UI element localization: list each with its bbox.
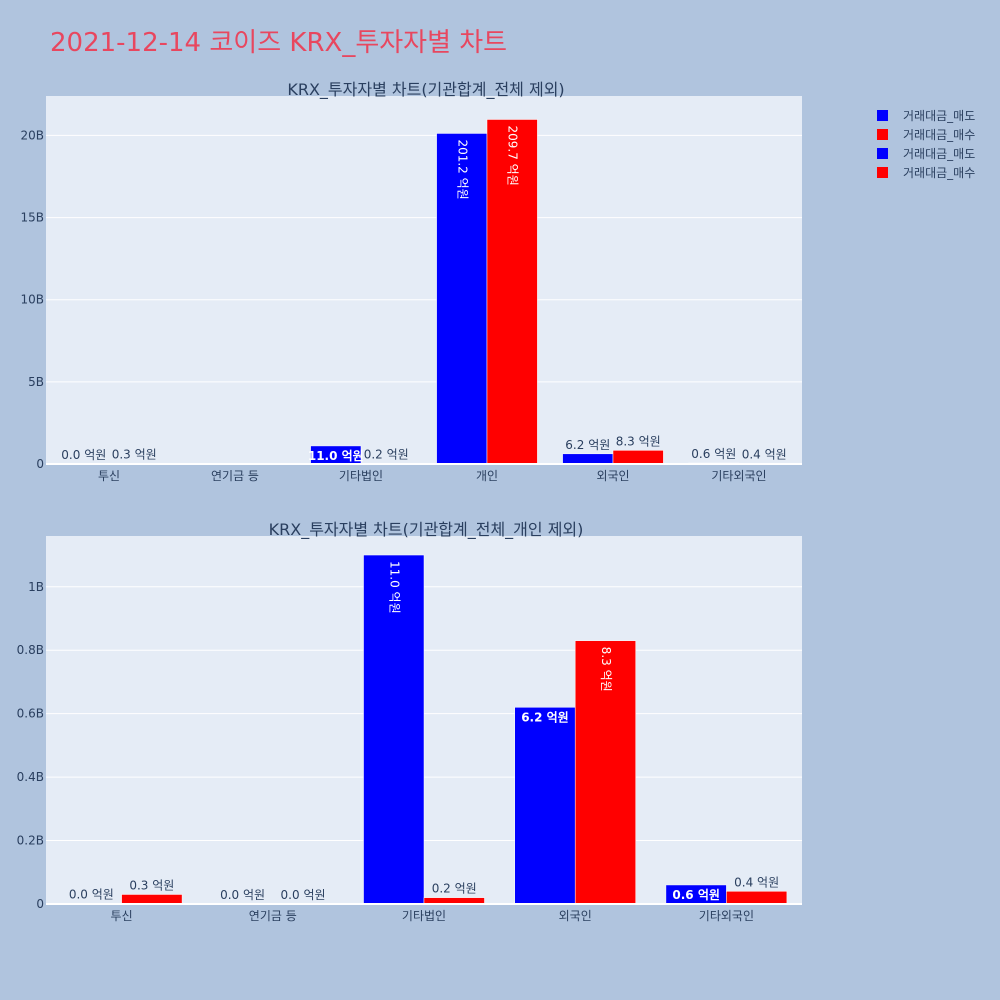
y-tick-label: 0: [36, 457, 44, 471]
legend-label[interactable]: 거래대금_매도: [903, 109, 975, 123]
bar-label: 0.4 억원: [734, 875, 779, 889]
y-tick-label: 0.6B: [17, 707, 44, 721]
chart-bottom: KRX_투자자별 차트(기관합계_전체_개인 제외) 0 0.2B 0.4B 0.6B 0…: [17, 520, 802, 923]
x-tick-label: 투신: [98, 469, 120, 483]
bar-label: 0.6 억원: [672, 888, 720, 902]
y-tick-label: 0.8B: [17, 643, 44, 657]
bar-label: 0.3 억원: [112, 448, 157, 462]
x-tick-label: 기타외국인: [699, 909, 754, 923]
legend-swatch[interactable]: [877, 110, 888, 121]
bar-label: 0.0 억원: [61, 448, 106, 462]
y-tick-label: 0.4B: [17, 770, 44, 784]
y-tick-label: 20B: [20, 128, 44, 142]
bar: [574, 640, 636, 905]
y-tick-label: 5B: [28, 375, 44, 389]
y-tick-label: 10B: [20, 293, 44, 307]
bar: [612, 450, 664, 465]
page-title: 2021-12-14 코이즈 KRX_투자자별 차트: [50, 28, 508, 58]
x-tick-label: 기타법인: [402, 909, 446, 923]
x-tick-label: 외국인: [559, 909, 592, 923]
x-tick-label: 개인: [476, 469, 498, 483]
bar-label: 0.0 억원: [281, 888, 326, 902]
bar-label: 0.0 억원: [69, 887, 114, 901]
bar-label: 201.2 억원: [455, 139, 469, 199]
x-tick-label: 연기금 등: [249, 909, 297, 923]
bar: [121, 894, 183, 905]
bar-label: 11.0 억원: [308, 449, 364, 463]
legend-label[interactable]: 거래대금_매수: [903, 128, 975, 142]
legend-swatch[interactable]: [877, 148, 888, 159]
bar-label: 8.3 억원: [616, 434, 661, 448]
x-tick-label: 투신: [111, 909, 133, 923]
y-tick-label: 0.2B: [17, 834, 44, 848]
bar-label: 8.3 억원: [599, 647, 613, 692]
plot-background: [46, 96, 802, 464]
legend-swatch[interactable]: [877, 167, 888, 178]
chart-subtitle: KRX_투자자별 차트(기관합계_전체_개인 제외): [269, 520, 584, 540]
bar-label: 0.6 억원: [691, 447, 736, 461]
y-tick-label: 0: [36, 897, 44, 911]
x-tick-label: 연기금 등: [211, 469, 259, 483]
x-tick-label: 기타법인: [339, 469, 383, 483]
chart-subtitle: KRX_투자자별 차트(기관합계_전체 제외): [287, 80, 564, 100]
bar: [726, 891, 788, 905]
chart-top: KRX_투자자별 차트(기관합계_전체 제외) 0 5B 10B 15B 20B 투신 연기금…: [20, 80, 802, 483]
legend-swatch[interactable]: [877, 129, 888, 140]
y-tick-label: 15B: [20, 211, 44, 225]
bar: [514, 707, 576, 905]
bar-label: 11.0 억원: [387, 561, 401, 614]
bar-label: 0.2 억원: [432, 882, 477, 896]
bar-label: 0.2 억원: [364, 448, 409, 462]
y-tick-label: 1B: [28, 580, 44, 594]
x-tick-label: 기타외국인: [711, 469, 766, 483]
bar: [436, 133, 488, 465]
bar-label: 0.4 억원: [742, 447, 787, 461]
bar-label: 0.0 억원: [220, 888, 265, 902]
legend-label[interactable]: 거래대금_매도: [903, 147, 975, 161]
bar: [562, 453, 614, 465]
x-tick-label: 외국인: [596, 469, 629, 483]
legend-label[interactable]: 거래대금_매수: [903, 166, 975, 180]
bar-label: 0.3 억원: [129, 878, 174, 892]
bar-label: 6.2 억원: [565, 438, 610, 452]
bar-label: 6.2 억원: [521, 710, 569, 724]
bar-label: 209.7 억원: [506, 125, 520, 185]
bar: [363, 554, 425, 905]
